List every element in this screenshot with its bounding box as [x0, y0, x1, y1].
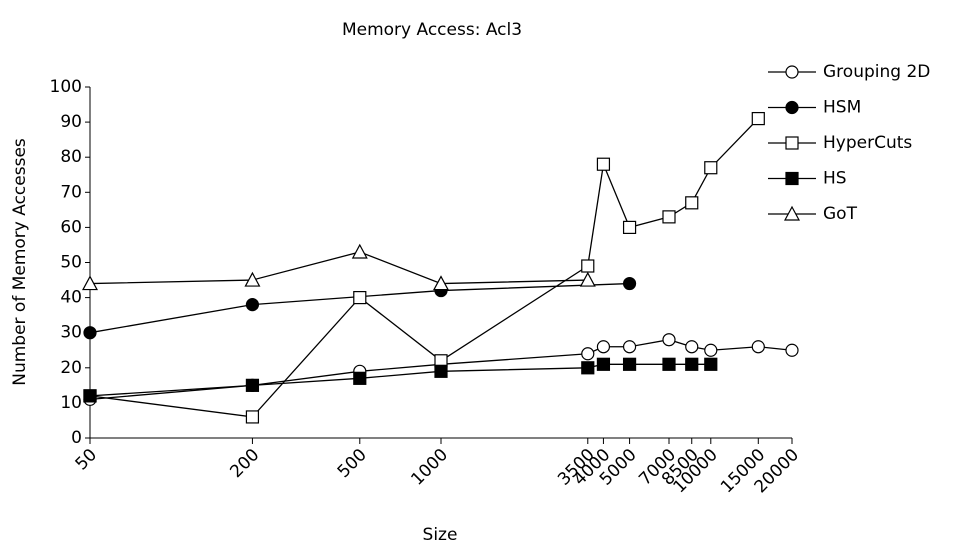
- y-tick-label: 70: [60, 182, 82, 202]
- marker: [83, 326, 97, 340]
- marker: [353, 291, 367, 305]
- marker: [434, 364, 448, 378]
- legend-label: HS: [823, 169, 847, 189]
- marker: [785, 343, 799, 357]
- y-tick-label: 60: [60, 217, 82, 237]
- x-axis-label: Size: [423, 525, 458, 545]
- legend-marker: [785, 65, 799, 79]
- x-tick-label: 200: [226, 445, 263, 482]
- legend-label: HSM: [823, 98, 861, 118]
- series-line: [89, 339, 793, 401]
- y-tick-label: 100: [50, 77, 82, 97]
- y-axis-label: Number of Memory Accesses: [10, 138, 30, 386]
- marker: [581, 259, 595, 273]
- marker: [245, 378, 260, 392]
- marker: [751, 111, 765, 126]
- marker: [751, 340, 765, 354]
- y-tick-label: 90: [60, 112, 82, 132]
- marker: [351, 243, 368, 259]
- series-line: [89, 363, 711, 397]
- legend-label: GoT: [823, 204, 858, 224]
- marker: [596, 357, 611, 371]
- marker: [244, 271, 261, 287]
- legend-marker: [785, 100, 799, 115]
- y-tick-label: 30: [60, 323, 82, 343]
- legend-label: HyperCuts: [823, 133, 912, 153]
- marker: [662, 210, 676, 224]
- legend-label: Grouping 2D: [823, 62, 930, 82]
- y-tick-label: 20: [60, 358, 82, 378]
- legend-marker: [785, 136, 799, 150]
- marker: [685, 357, 699, 371]
- marker: [704, 161, 718, 175]
- marker: [81, 275, 99, 291]
- marker: [581, 361, 595, 375]
- marker: [596, 157, 611, 171]
- x-tick-label: 50: [72, 445, 101, 474]
- marker: [581, 347, 595, 361]
- series-line: [89, 282, 630, 334]
- marker: [432, 275, 450, 291]
- legend-marker: [783, 205, 801, 221]
- series-line: [89, 251, 588, 285]
- chart-title: Memory Access: Acl3: [342, 20, 522, 40]
- marker: [685, 196, 699, 210]
- marker: [704, 343, 718, 357]
- marker: [83, 389, 97, 403]
- marker: [579, 271, 596, 287]
- x-tick-label: 1000: [407, 445, 452, 490]
- marker: [245, 298, 260, 312]
- y-tick-label: 50: [60, 253, 82, 273]
- x-tick-label: 500: [334, 445, 371, 482]
- y-tick-label: 80: [60, 147, 82, 167]
- marker: [622, 220, 637, 234]
- marker: [622, 357, 637, 371]
- marker: [622, 340, 637, 354]
- marker: [596, 340, 611, 354]
- y-tick-label: 10: [60, 393, 82, 413]
- marker: [704, 357, 718, 371]
- legend-marker: [785, 171, 799, 186]
- y-tick-label: 40: [60, 288, 82, 308]
- y-tick-label: 0: [71, 428, 82, 448]
- marker: [685, 340, 699, 354]
- marker: [622, 276, 637, 291]
- marker: [353, 371, 367, 385]
- marker: [662, 333, 676, 347]
- marker: [245, 410, 260, 424]
- marker: [662, 357, 676, 371]
